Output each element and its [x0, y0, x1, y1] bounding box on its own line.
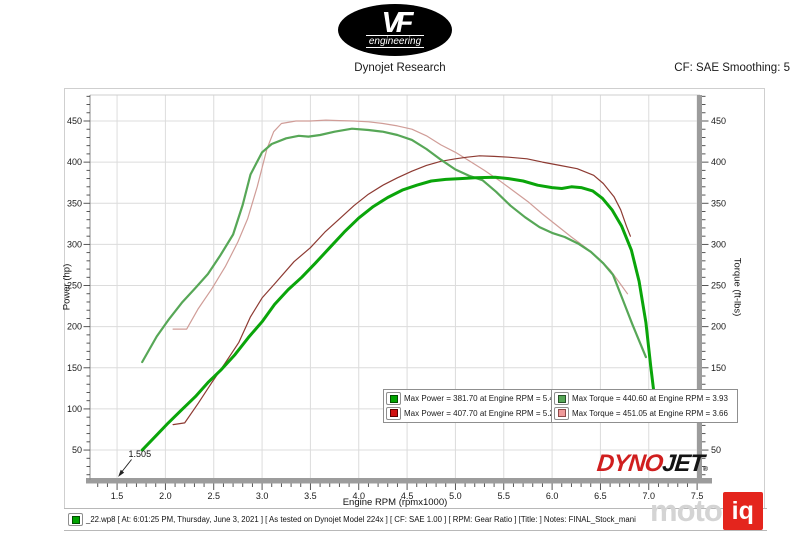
power-tick-label: 300: [67, 239, 82, 249]
x-tick-label: 6.0: [546, 491, 559, 501]
dynojet-logo-jet: JET: [660, 450, 705, 477]
legend-row-green-power: Max Power = 381.70 at Engine RPM = 5.41: [386, 392, 558, 406]
green-power-swatch-icon: [386, 392, 401, 406]
run-info-strip: _22.wp8 [ At: 6:01:25 PM, Thursday, June…: [64, 508, 767, 531]
torque-tick-label: 50: [711, 445, 721, 455]
y-axis-title-power: Power (hp): [61, 263, 73, 311]
run-info-text: _22.wp8 [ At: 6:01:25 PM, Thursday, June…: [86, 515, 636, 524]
power-tick-label: 150: [67, 363, 82, 373]
motoiq-logo-iq: iq: [731, 496, 754, 525]
run-swatch-icon: [68, 513, 83, 526]
motoiq-logo-iq-box: iq: [722, 492, 763, 530]
torque-tick-label: 250: [711, 281, 726, 291]
vf-logo-engineering-text: engineering: [365, 35, 425, 48]
power-tick-label: 450: [67, 116, 82, 126]
page-title: Dynojet Research: [354, 62, 446, 74]
x-tick-label: 7.5: [691, 491, 704, 501]
torque-tick-label: 450: [711, 116, 726, 126]
legend-row-green-torque: Max Torque = 440.60 at Engine RPM = 3.93: [554, 392, 735, 406]
x-tick-label: 4.5: [401, 491, 414, 501]
legend-row-red-power: Max Power = 407.70 at Engine RPM = 5.25: [386, 406, 558, 420]
power-tick-label: 350: [67, 198, 82, 208]
motoiq-logo-moto: moto: [650, 493, 723, 528]
x-tick-label: 3.5: [304, 491, 317, 501]
annotation-arrow-line: [121, 459, 132, 472]
legend-row-red-torque: Max Torque = 451.05 at Engine RPM = 3.66: [554, 406, 735, 420]
x-tick-label: 2.5: [207, 491, 220, 501]
x-tick-label: 6.5: [594, 491, 607, 501]
x-axis-title-rpm: Engine RPM (rpmx1000): [342, 497, 448, 508]
dynojet-logo-dyno: DYNO: [595, 450, 664, 477]
legend-power-box: Max Power = 381.70 at Engine RPM = 5.41 …: [383, 389, 558, 423]
x-tick-label: 3.0: [256, 491, 269, 501]
legend-red-power-text: Max Power = 407.70 at Engine RPM = 5.25: [404, 408, 559, 418]
dynojet-logo: DYNOJET®: [596, 450, 710, 478]
series-green-torque: [141, 127, 648, 364]
red-torque-swatch-icon: [554, 406, 569, 420]
annotation-label: 1.505: [129, 449, 152, 459]
power-tick-label: 200: [67, 322, 82, 332]
x-tick-label: 2.0: [159, 491, 172, 501]
legend-green-power-text: Max Power = 381.70 at Engine RPM = 5.41: [404, 394, 559, 404]
torque-tick-label: 300: [711, 239, 726, 249]
motoiq-logo: moto iq: [650, 492, 763, 530]
power-tick-label: 50: [72, 445, 82, 455]
x-tick-label: 5.0: [449, 491, 462, 501]
legend-green-torque-text: Max Torque = 440.60 at Engine RPM = 3.93: [572, 394, 728, 404]
y-axis-title-torque: Torque (ft-lbs): [731, 257, 743, 317]
x-tick-label: 7.0: [643, 491, 656, 501]
smoothing-setting-label: CF: SAE Smoothing: 5: [674, 62, 790, 74]
x-tick-label: 4.0: [352, 491, 365, 501]
annotation-arrow-head: [118, 469, 125, 477]
torque-tick-label: 350: [711, 198, 726, 208]
x-axis-bar: [86, 478, 712, 484]
vf-engineering-logo: VF engineering: [338, 4, 452, 56]
power-tick-label: 100: [67, 404, 82, 414]
power-tick-label: 250: [67, 281, 82, 291]
right-axis-bar: [697, 95, 702, 484]
power-tick-label: 400: [67, 157, 82, 167]
torque-tick-label: 200: [711, 322, 726, 332]
x-tick-label: 5.5: [497, 491, 510, 501]
legend-red-torque-text: Max Torque = 451.05 at Engine RPM = 3.66: [572, 408, 728, 418]
series-red-power: [172, 155, 632, 426]
torque-tick-label: 400: [711, 157, 726, 167]
legend-torque-box: Max Torque = 440.60 at Engine RPM = 3.93…: [551, 389, 738, 423]
red-power-swatch-icon: [386, 406, 401, 420]
torque-tick-label: 150: [711, 363, 726, 373]
series-green-power: [140, 175, 656, 452]
x-tick-label: 1.5: [111, 491, 124, 501]
chart-panel-frame: [64, 88, 765, 509]
green-torque-swatch-icon: [554, 392, 569, 406]
vf-logo-text: VF: [381, 7, 413, 39]
registered-mark-icon: ®: [702, 466, 709, 473]
series-red-torque: [172, 119, 629, 330]
